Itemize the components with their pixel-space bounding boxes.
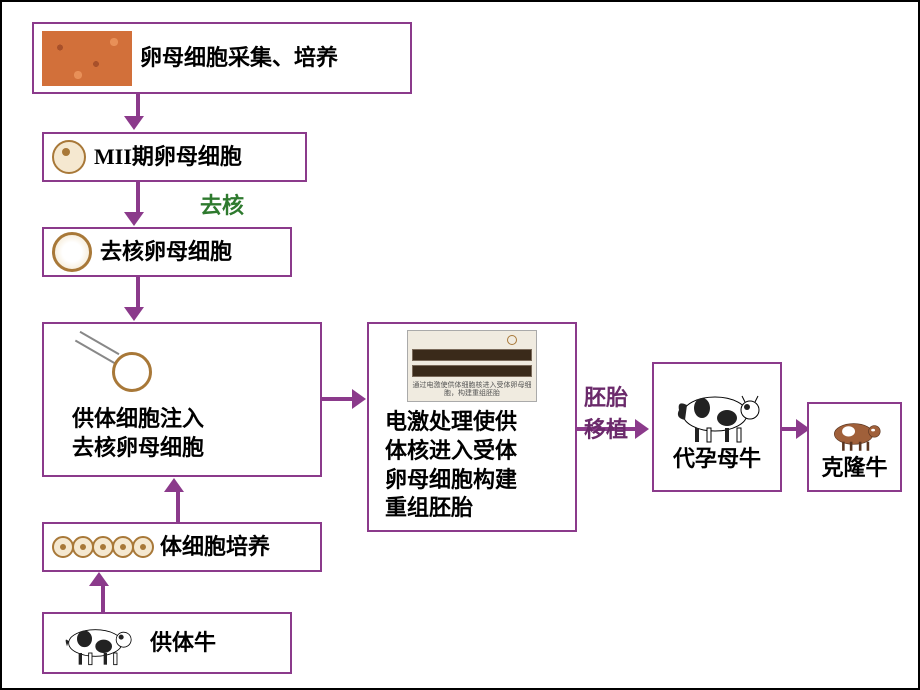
- node-label: 电激处理使供 体核进入受体 卵母细胞构建 重组胚胎: [385, 408, 517, 522]
- arrow-head: [89, 572, 109, 586]
- arrow-head: [352, 389, 366, 409]
- node-label: 去核卵母细胞: [100, 238, 232, 267]
- arrow-head: [124, 307, 144, 321]
- arrow-line: [136, 182, 140, 212]
- icon-caption: 通过电激使供体细胞核进入受体卵母细胞，构建重组胚胎: [412, 382, 532, 397]
- arrow-line: [136, 94, 140, 116]
- arrow-line: [782, 427, 796, 431]
- label-line: 供体细胞注入: [72, 405, 204, 434]
- arrow-head: [124, 116, 144, 130]
- slide-canvas: 卵母细胞采集、培养 MII期卵母细胞 去核 去核卵母细胞 供体细胞注入 去核卵母…: [0, 0, 920, 690]
- node-label: MII期卵母细胞: [94, 143, 242, 172]
- electro-icon: 通过电激使供体细胞核进入受体卵母细胞，构建重组胚胎: [407, 330, 537, 402]
- node-mii-oocyte: MII期卵母细胞: [42, 132, 307, 182]
- label-line: 去核卵母细胞: [72, 434, 204, 463]
- arrow-line: [176, 492, 180, 522]
- label-line: 重组胚胎: [385, 494, 473, 523]
- cow-icon: [667, 380, 767, 445]
- node-donor-cow: 供体牛: [42, 612, 292, 674]
- tissue-icon: [42, 31, 132, 86]
- label-embryo-transfer: 胚胎 移植: [584, 380, 628, 444]
- label-line: 胚胎: [584, 380, 628, 412]
- arrow-line: [136, 277, 140, 307]
- node-surrogate-cow: 代孕母牛: [652, 362, 782, 492]
- node-electrofusion: 通过电激使供体细胞核进入受体卵母细胞，构建重组胚胎 电激处理使供 体核进入受体 …: [367, 322, 577, 532]
- node-label: 供体细胞注入 去核卵母细胞: [72, 405, 204, 462]
- arrow-n9-n8: [97, 572, 109, 612]
- arrow-n3-n4: [132, 277, 144, 321]
- cow-icon: [52, 618, 142, 668]
- node-somatic-culture: 体细胞培养: [42, 522, 322, 572]
- calf-icon: [820, 412, 890, 454]
- node-cloned-cow: 克隆牛: [807, 402, 902, 492]
- node-label: 代孕母牛: [673, 445, 761, 474]
- injection-icon: [72, 337, 162, 397]
- arrow-n8-n4: [172, 478, 184, 522]
- node-label: 体细胞培养: [160, 533, 270, 562]
- label-enucleate: 去核: [200, 188, 244, 220]
- label-line: 电激处理使供: [385, 408, 517, 437]
- node-enucleated-oocyte: 去核卵母细胞: [42, 227, 292, 277]
- arrow-n2-n3: [132, 182, 144, 226]
- node-label: 卵母细胞采集、培养: [140, 44, 338, 73]
- arrow-line: [322, 397, 352, 401]
- arrow-n4-n5: [322, 397, 352, 401]
- arrow-n6-n7: [782, 427, 796, 431]
- label-line: 移植: [584, 412, 628, 444]
- node-oocyte-collection: 卵母细胞采集、培养: [32, 22, 412, 94]
- cells-row-icon: [52, 536, 152, 558]
- arrow-head: [164, 478, 184, 492]
- arrow-head: [124, 212, 144, 226]
- label-line: 卵母细胞构建: [385, 466, 517, 495]
- node-label: 克隆牛: [821, 454, 887, 483]
- node-donor-injection: 供体细胞注入 去核卵母细胞: [42, 322, 322, 477]
- enucleated-cell-icon: [52, 232, 92, 272]
- label-line: 体核进入受体: [385, 437, 517, 466]
- node-label: 供体牛: [150, 629, 216, 658]
- arrow-n1-n2: [132, 94, 144, 130]
- arrow-line: [101, 586, 105, 612]
- cell-icon: [52, 140, 86, 174]
- arrow-head: [635, 419, 649, 439]
